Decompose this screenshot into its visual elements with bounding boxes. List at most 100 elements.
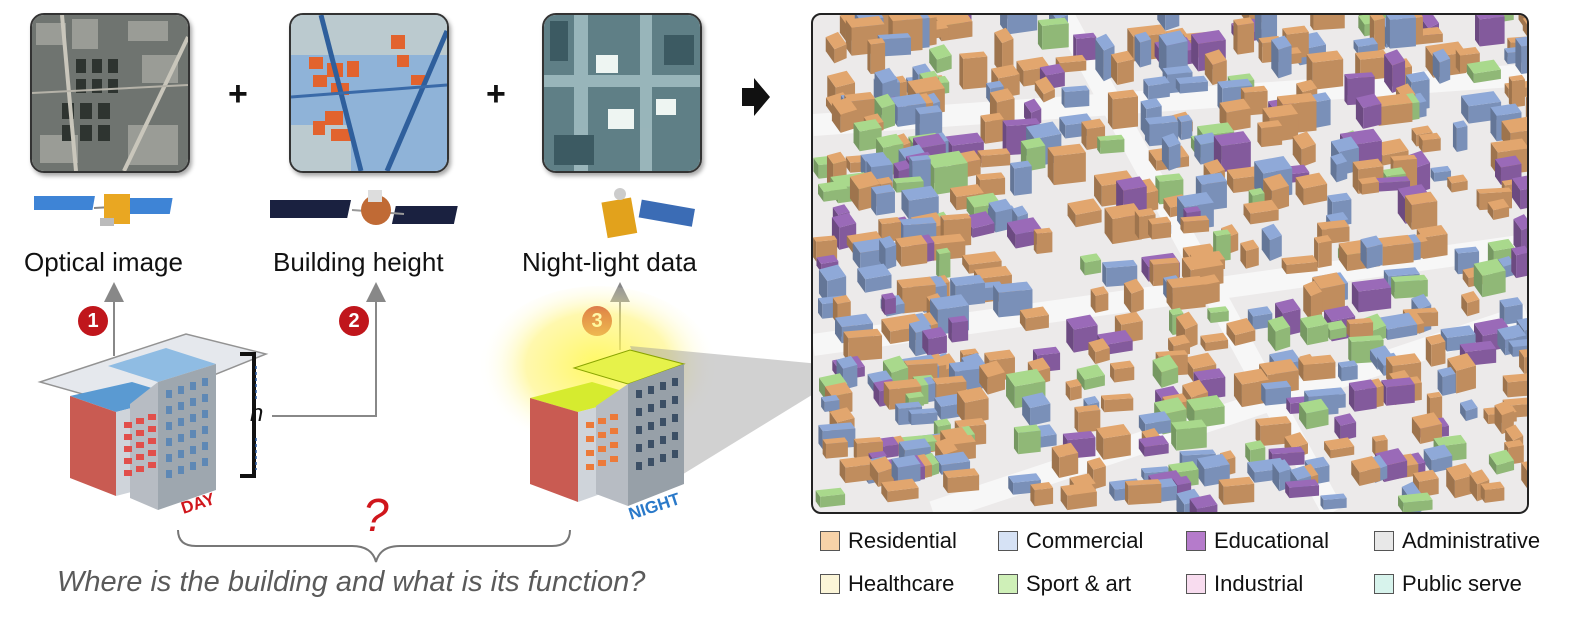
map-building — [1124, 479, 1162, 505]
map-building — [1300, 314, 1329, 346]
map-building — [929, 44, 952, 74]
map-building — [1519, 349, 1527, 374]
map-building — [1263, 173, 1290, 212]
map-building — [1295, 172, 1328, 206]
3d-building-function-map — [811, 13, 1529, 514]
map-building — [1243, 199, 1279, 225]
map-building — [1384, 49, 1406, 93]
map-building — [1355, 93, 1382, 129]
map-building — [1488, 449, 1515, 475]
map-building — [1385, 15, 1416, 49]
map-building — [1324, 437, 1355, 459]
map-building — [980, 112, 1004, 144]
map-building — [1353, 37, 1378, 55]
map-building — [948, 315, 969, 343]
map-building — [1487, 198, 1510, 221]
map-building — [959, 51, 988, 90]
day-building-illustration — [37, 333, 269, 510]
map-building — [1281, 255, 1318, 275]
map-building — [1123, 278, 1144, 314]
map-building — [1298, 354, 1336, 382]
map-building — [881, 292, 896, 315]
map-building — [1515, 36, 1527, 75]
map-building — [1096, 424, 1131, 460]
legend-swatch — [1374, 531, 1394, 551]
map-building — [1330, 152, 1348, 183]
map-building — [1047, 143, 1086, 186]
legend-item-public-serve: Public serve — [1374, 571, 1522, 597]
question-text: Where is the building and what is its fu… — [57, 566, 646, 598]
map-building — [1143, 76, 1170, 100]
map-building — [1037, 17, 1069, 50]
right-arrow-icon — [742, 78, 770, 116]
map-building — [1030, 481, 1054, 507]
map-building — [1351, 278, 1392, 313]
plus-sign-2: + — [486, 75, 506, 113]
map-building — [1175, 75, 1208, 94]
map-building — [1418, 132, 1441, 153]
map-building — [977, 148, 1011, 168]
height-symbol: h — [250, 400, 264, 427]
map-building — [1148, 216, 1171, 240]
map-building — [1074, 404, 1101, 433]
map-building — [1157, 15, 1180, 31]
legend-label: Commercial — [1026, 528, 1144, 553]
building-height-label: Building height — [273, 247, 444, 277]
legend-swatch — [1374, 574, 1394, 594]
map-building — [1033, 227, 1053, 254]
map-building — [936, 247, 951, 280]
map-building — [1255, 416, 1292, 447]
night-light-thumbnail — [542, 13, 702, 173]
map-building — [979, 360, 1006, 395]
map-building — [1271, 35, 1292, 79]
map-building — [1440, 325, 1476, 352]
night-light-label: Night-light data — [522, 247, 697, 277]
map-building — [1310, 15, 1345, 31]
map-building — [881, 478, 919, 503]
map-building — [1104, 203, 1142, 245]
legend-swatch — [998, 531, 1018, 551]
map-building — [1061, 85, 1090, 108]
map-building — [1177, 114, 1193, 141]
map-building — [1051, 442, 1079, 478]
map-building — [1257, 120, 1283, 148]
satellite-icon-2 — [270, 190, 458, 225]
map-building — [1348, 379, 1377, 412]
map-building — [1134, 31, 1152, 68]
legend-swatch — [1186, 574, 1206, 594]
map-building — [1447, 174, 1468, 193]
step-marker-1: 1 — [78, 306, 108, 336]
map-building — [1430, 165, 1452, 182]
legend-item-administrative: Administrative — [1374, 528, 1540, 554]
building-height-thumbnail — [289, 13, 449, 173]
map-building — [891, 455, 921, 485]
legend-item-commercial: Commercial — [998, 528, 1143, 554]
map-building — [1508, 74, 1525, 108]
map-building — [1138, 435, 1169, 457]
optical-image-thumbnail — [30, 13, 190, 173]
map-building — [1110, 360, 1135, 383]
step-marker-2: 2 — [339, 306, 369, 336]
optical-image-label: Optical image — [24, 247, 183, 277]
map-building — [1432, 48, 1451, 84]
map-building — [1334, 413, 1357, 441]
legend-label: Public serve — [1402, 571, 1522, 596]
map-building — [1521, 461, 1527, 489]
map-building — [1381, 377, 1415, 406]
map-building — [1218, 476, 1255, 505]
map-building — [1022, 392, 1051, 426]
map-building — [1245, 440, 1266, 464]
map-building — [1292, 131, 1316, 168]
map-building — [1398, 492, 1433, 512]
map-building — [1473, 258, 1506, 298]
map-building — [908, 408, 938, 426]
map-building — [1076, 364, 1105, 391]
map-building — [1087, 457, 1106, 490]
map-building — [922, 326, 947, 357]
night-building-illustration — [480, 286, 820, 506]
legend-item-educational: Educational — [1186, 528, 1329, 554]
legend-label: Healthcare — [848, 571, 955, 596]
map-building — [867, 37, 886, 75]
map-building — [943, 468, 980, 494]
legend-label: Administrative — [1402, 528, 1541, 553]
